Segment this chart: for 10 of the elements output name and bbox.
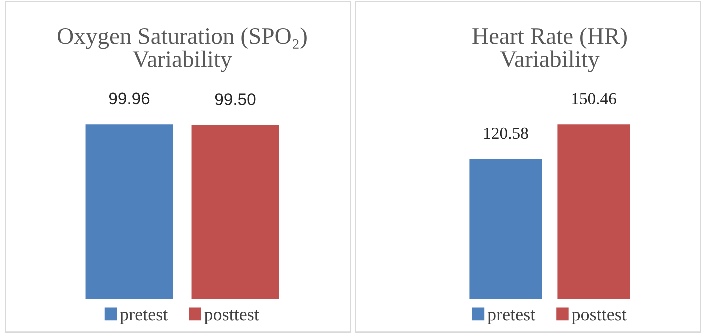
legend-label: posttest xyxy=(572,310,627,324)
legend-label: posttest xyxy=(204,310,260,324)
chart-title: Heart Rate (HR) Variability xyxy=(472,28,627,72)
legend-label: pretest xyxy=(488,310,536,324)
legend-label: pretest xyxy=(120,310,168,324)
data-label: 99.50 xyxy=(215,94,256,106)
chart-title: Oxygen Saturation (SPO₂) Variability xyxy=(58,28,307,72)
data-label: 120.58 xyxy=(484,128,528,140)
data-label: 150.46 xyxy=(572,93,616,105)
data-label: 99.96 xyxy=(109,92,150,105)
